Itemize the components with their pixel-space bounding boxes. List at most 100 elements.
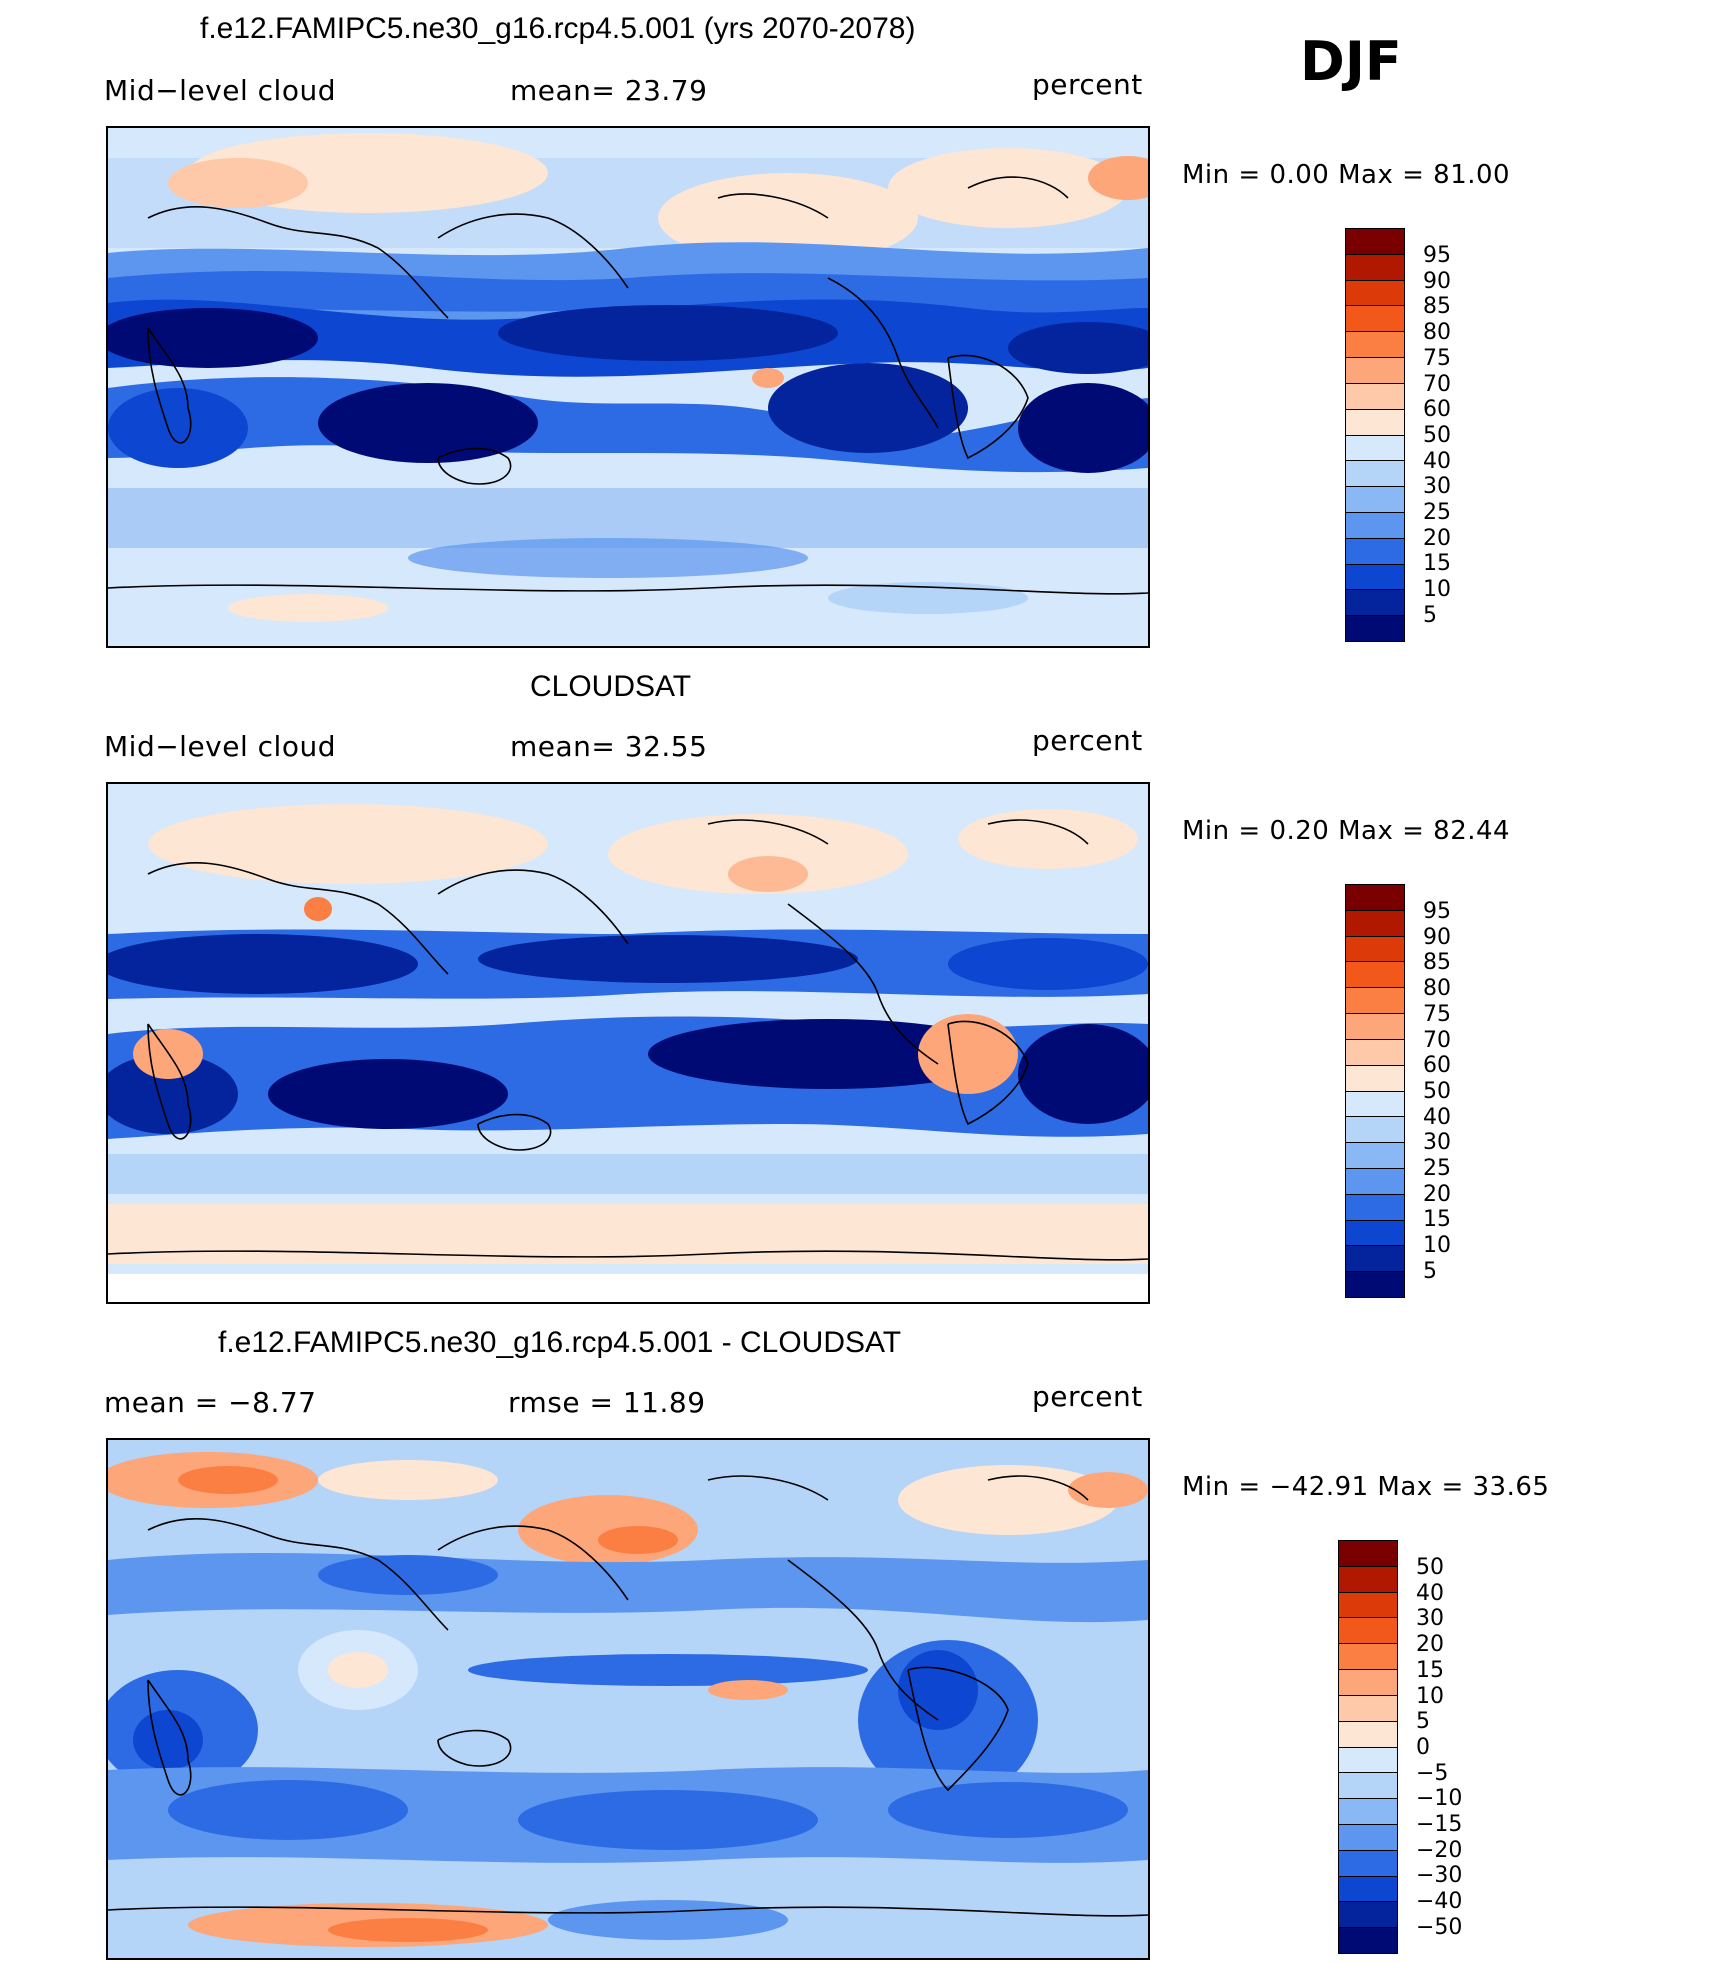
panel2-colorbar-label: 15 (1423, 1207, 1451, 1233)
panel2-variable-label: Mid−level cloud (104, 730, 336, 763)
panel1-colorbar (1345, 228, 1405, 642)
panel2-colorbar-swatches (1346, 885, 1404, 1297)
colorbar-swatch (1339, 1823, 1397, 1850)
colorbar-swatch (1346, 1219, 1404, 1246)
panel3-colorbar-label: −10 (1416, 1786, 1463, 1812)
panel1-colorbar-label: 90 (1423, 268, 1451, 294)
panel1-colorbar-label: 15 (1423, 551, 1451, 577)
panel1-colorbar-label: 20 (1423, 525, 1451, 551)
panel3-colorbar-label: 10 (1416, 1683, 1444, 1709)
colorbar-swatch (1346, 1038, 1404, 1065)
colorbar-swatch (1346, 1013, 1404, 1039)
colorbar-swatch (1339, 1927, 1397, 1953)
panel3-colorbar-label: 40 (1416, 1580, 1444, 1606)
panel2-colorbar-label: 75 (1423, 1001, 1451, 1027)
colorbar-swatch (1346, 589, 1404, 616)
panel2-map (106, 782, 1150, 1304)
panel2-colorbar-label: 80 (1423, 976, 1451, 1002)
colorbar-swatch (1346, 229, 1404, 254)
panel2-units-label: percent (1032, 724, 1143, 757)
panel3-colorbar-label: −40 (1416, 1889, 1463, 1915)
colorbar-swatch (1346, 1064, 1404, 1091)
panel3-colorbar-swatches (1339, 1541, 1397, 1953)
panel2-colorbar-label: 20 (1423, 1181, 1451, 1207)
colorbar-swatch (1339, 1746, 1397, 1773)
colorbar-swatch (1346, 511, 1404, 538)
panel2-colorbar-label: 85 (1423, 950, 1451, 976)
panel3-colorbar (1338, 1540, 1398, 1954)
panel3-colorbar-label: −15 (1416, 1812, 1463, 1837)
panel3-colorbar-label: −5 (1416, 1760, 1449, 1786)
colorbar-swatch (1346, 961, 1404, 988)
colorbar-swatch (1339, 1669, 1397, 1695)
colorbar-swatch (1346, 1167, 1404, 1194)
colorbar-swatch (1346, 1142, 1404, 1168)
panel2-colorbar (1345, 884, 1405, 1298)
colorbar-swatch (1346, 987, 1404, 1014)
colorbar-swatch (1339, 1643, 1397, 1670)
panel1-colorbar-swatches (1346, 229, 1404, 641)
panel1-colorbar-label: 95 (1423, 243, 1451, 268)
panel2-colorbar-label: 90 (1423, 924, 1451, 950)
panel3-colorbar-label: 20 (1416, 1632, 1444, 1658)
panel1-colorbar-label: 60 (1423, 397, 1451, 423)
panel2-colorbar-label: 5 (1423, 1258, 1437, 1284)
panel3-colorbar-label: 50 (1416, 1555, 1444, 1580)
panel2-colorbar-label: 25 (1423, 1156, 1451, 1181)
panel2-colorbar-label: 50 (1423, 1078, 1451, 1104)
panel3-colorbar-label: 15 (1416, 1657, 1444, 1683)
panel1-colorbar-label: 85 (1423, 294, 1451, 320)
panel1-colorbar-label: 50 (1423, 422, 1451, 448)
panel1-colorbar-label: 75 (1423, 345, 1451, 371)
panel1-map (106, 126, 1150, 648)
colorbar-swatch (1346, 253, 1404, 280)
colorbar-swatch (1339, 1617, 1397, 1644)
colorbar-swatch (1346, 357, 1404, 383)
panel3-map (106, 1438, 1150, 1960)
panel1-variable-label: Mid−level cloud (104, 74, 336, 107)
panel1-units-label: percent (1032, 68, 1143, 101)
colorbar-swatch (1346, 909, 1404, 936)
panel3-colorbar-label: −50 (1416, 1914, 1463, 1940)
colorbar-swatch (1346, 434, 1404, 461)
colorbar-swatch (1346, 615, 1404, 641)
panel3-minmax: Min = −42.91 Max = 33.65 (1182, 1472, 1550, 1502)
panel3-colorbar-label: 30 (1416, 1606, 1444, 1632)
panel2-map-field (108, 784, 1148, 1302)
panel2-minmax: Min = 0.20 Max = 82.44 (1182, 816, 1511, 846)
colorbar-swatch (1346, 460, 1404, 487)
panel3-title: f.e12.FAMIPC5.ne30_g16.rcp4.5.001 - CLOU… (218, 1326, 902, 1359)
colorbar-swatch (1346, 563, 1404, 590)
colorbar-swatch (1339, 1541, 1397, 1566)
colorbar-swatch (1339, 1798, 1397, 1824)
panel3-colorbar-label: 5 (1416, 1709, 1430, 1735)
colorbar-swatch (1346, 1090, 1404, 1117)
colorbar-swatch (1339, 1720, 1397, 1747)
panel3-units-label: percent (1032, 1380, 1143, 1413)
panel1-colorbar-label: 5 (1423, 602, 1437, 628)
panel3-colorbar-label: −20 (1416, 1837, 1463, 1863)
colorbar-swatch (1346, 305, 1404, 332)
colorbar-swatch (1346, 885, 1404, 910)
colorbar-swatch (1346, 1193, 1404, 1220)
panel3-colorbar-label: −30 (1416, 1863, 1463, 1889)
colorbar-swatch (1339, 1849, 1397, 1876)
panel1-colorbar-label: 70 (1423, 371, 1451, 397)
panel2-colorbar-label: 60 (1423, 1053, 1451, 1079)
colorbar-swatch (1339, 1772, 1397, 1799)
panel1-colorbar-label: 10 (1423, 577, 1451, 603)
colorbar-swatch (1339, 1875, 1397, 1902)
colorbar-swatch (1346, 1116, 1404, 1143)
panel1-colorbar-label: 25 (1423, 500, 1451, 525)
panel1-colorbar-label: 80 (1423, 320, 1451, 346)
colorbar-swatch (1346, 486, 1404, 512)
colorbar-swatch (1346, 935, 1404, 962)
panel3-mean-label: mean = −8.77 (104, 1386, 317, 1419)
panel1-mean-label: mean= 23.79 (510, 74, 708, 107)
panel1-colorbar-label: 30 (1423, 474, 1451, 500)
colorbar-swatch (1346, 331, 1404, 358)
colorbar-swatch (1346, 1271, 1404, 1297)
panel3-map-field (108, 1440, 1148, 1958)
colorbar-swatch (1339, 1591, 1397, 1618)
season-label: DJF (1300, 30, 1402, 93)
